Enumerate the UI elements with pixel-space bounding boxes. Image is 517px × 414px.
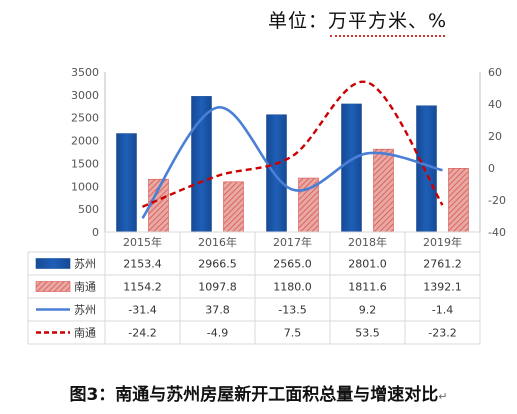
- data-table-value: -4.9: [207, 327, 228, 340]
- data-table-value: 1811.6: [348, 281, 387, 294]
- unit-underline: [330, 33, 445, 37]
- legend-series-name: 南通: [74, 327, 96, 340]
- suzhou-bar: [266, 114, 287, 233]
- suzhou-bar: [116, 133, 137, 233]
- legend-swatch-nantong-bar: [35, 281, 71, 292]
- data-table-value: 1180.0: [273, 281, 312, 294]
- data-table-value: 7.5: [284, 327, 302, 340]
- nantong-bar: [448, 168, 469, 233]
- data-table-value: 2565.0: [273, 258, 312, 271]
- legend-series-name: 苏州: [74, 304, 96, 317]
- data-table-value: 1154.2: [123, 281, 162, 294]
- data-table-value: 2153.4: [123, 258, 162, 271]
- left-axis-tick-label: 500: [78, 203, 99, 216]
- data-table-value: 2761.2: [423, 258, 462, 271]
- category-label: 2019年: [423, 235, 462, 249]
- left-axis-tick-label: 3000: [71, 89, 99, 102]
- category-label: 2015年: [123, 235, 162, 249]
- left-axis-tick-label: 2000: [71, 135, 99, 148]
- data-table-value: -1.4: [432, 304, 453, 317]
- legend-swatch-suzhou-bar: [35, 258, 71, 269]
- data-table-value: 53.5: [355, 327, 380, 340]
- data-table-value: 1392.1: [423, 281, 462, 294]
- data-table-value: -23.2: [428, 327, 456, 340]
- data-table-value: -31.4: [128, 304, 156, 317]
- nantong-bar: [373, 148, 394, 233]
- right-axis-tick-label: 0: [488, 162, 495, 175]
- left-axis-tick-label: 2500: [71, 112, 99, 125]
- suzhou-bar: [416, 105, 437, 233]
- left-axis-tick-label: 1000: [71, 180, 99, 193]
- suzhou-bar: [191, 96, 212, 233]
- category-label: 2018年: [348, 235, 387, 249]
- category-label: 2016年: [198, 235, 237, 249]
- right-axis-tick-label: -20: [488, 194, 506, 207]
- unit-label: 单位：万平方米、%: [268, 10, 448, 32]
- nantong-growth-line: [142, 80, 444, 208]
- right-axis-tick-label: 60: [488, 66, 502, 79]
- category-label: 2017年: [273, 235, 312, 249]
- combo-chart: 0 500 1000 1500 2000 2500 3000 3500 -40 -20 0 20 40 6…: [27, 66, 506, 345]
- suzhou-growth-line: [141, 106, 443, 219]
- data-table-value: 1097.8: [198, 281, 237, 294]
- right-axis-tick-label: -40: [488, 226, 506, 239]
- data-table-value: 2966.5: [198, 258, 237, 271]
- left-axis-tick-label: 1500: [71, 157, 99, 170]
- right-axis-tick-label: 20: [488, 130, 502, 143]
- data-table-value: 9.2: [359, 304, 377, 317]
- nantong-bar: [223, 181, 244, 233]
- left-axis-tick-label: 3500: [71, 66, 99, 79]
- paragraph-mark-icon: ↵: [438, 390, 448, 403]
- suzhou-bar: [341, 103, 362, 233]
- data-table-value: 37.8: [205, 304, 230, 317]
- figure-caption: 图3：南通与苏州房屋新开工面积总量与增速对比↵: [0, 380, 517, 405]
- legend-series-name: 南通: [74, 281, 96, 294]
- data-table-value: 2801.0: [348, 258, 387, 271]
- right-axis-tick-label: 40: [488, 98, 502, 111]
- legend-series-name: 苏州: [74, 258, 96, 271]
- left-axis-tick-label: 0: [92, 226, 99, 239]
- data-table-value: -24.2: [128, 327, 156, 340]
- caption-text: 图3：南通与苏州房屋新开工面积总量与增速对比: [69, 385, 439, 405]
- data-table-value: -13.5: [278, 304, 306, 317]
